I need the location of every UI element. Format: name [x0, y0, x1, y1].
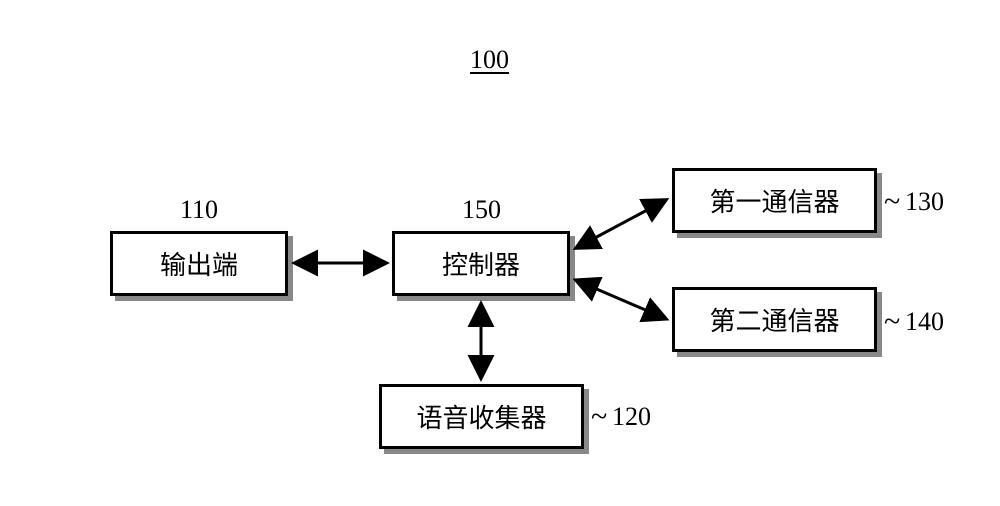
block-comm1-label: 第一通信器: [709, 182, 839, 219]
block-diagram: 100 110 150 输出端 控制器 第一通信器 第二通信器 语音收集器 ~ …: [0, 0, 1000, 506]
tilde-120: ~: [591, 400, 607, 434]
diagram-title: 100: [470, 45, 509, 75]
block-voice: 语音收集器: [379, 384, 584, 449]
tilde-140: ~: [884, 305, 900, 339]
block-comm1: 第一通信器: [672, 168, 877, 233]
block-controller-label: 控制器: [442, 245, 520, 282]
ref-label-150: 150: [462, 195, 501, 225]
ref-label-110: 110: [180, 195, 218, 225]
block-output: 输出端: [110, 231, 288, 296]
ref-label-120: 120: [612, 402, 651, 432]
block-comm2-label: 第二通信器: [709, 301, 839, 338]
ref-label-130: 130: [905, 187, 944, 217]
block-output-label: 输出端: [160, 245, 238, 282]
tilde-130: ~: [884, 185, 900, 219]
block-controller: 控制器: [392, 231, 570, 296]
ref-label-140: 140: [905, 307, 944, 337]
block-voice-label: 语音收集器: [416, 398, 546, 435]
block-comm2: 第二通信器: [672, 287, 877, 352]
